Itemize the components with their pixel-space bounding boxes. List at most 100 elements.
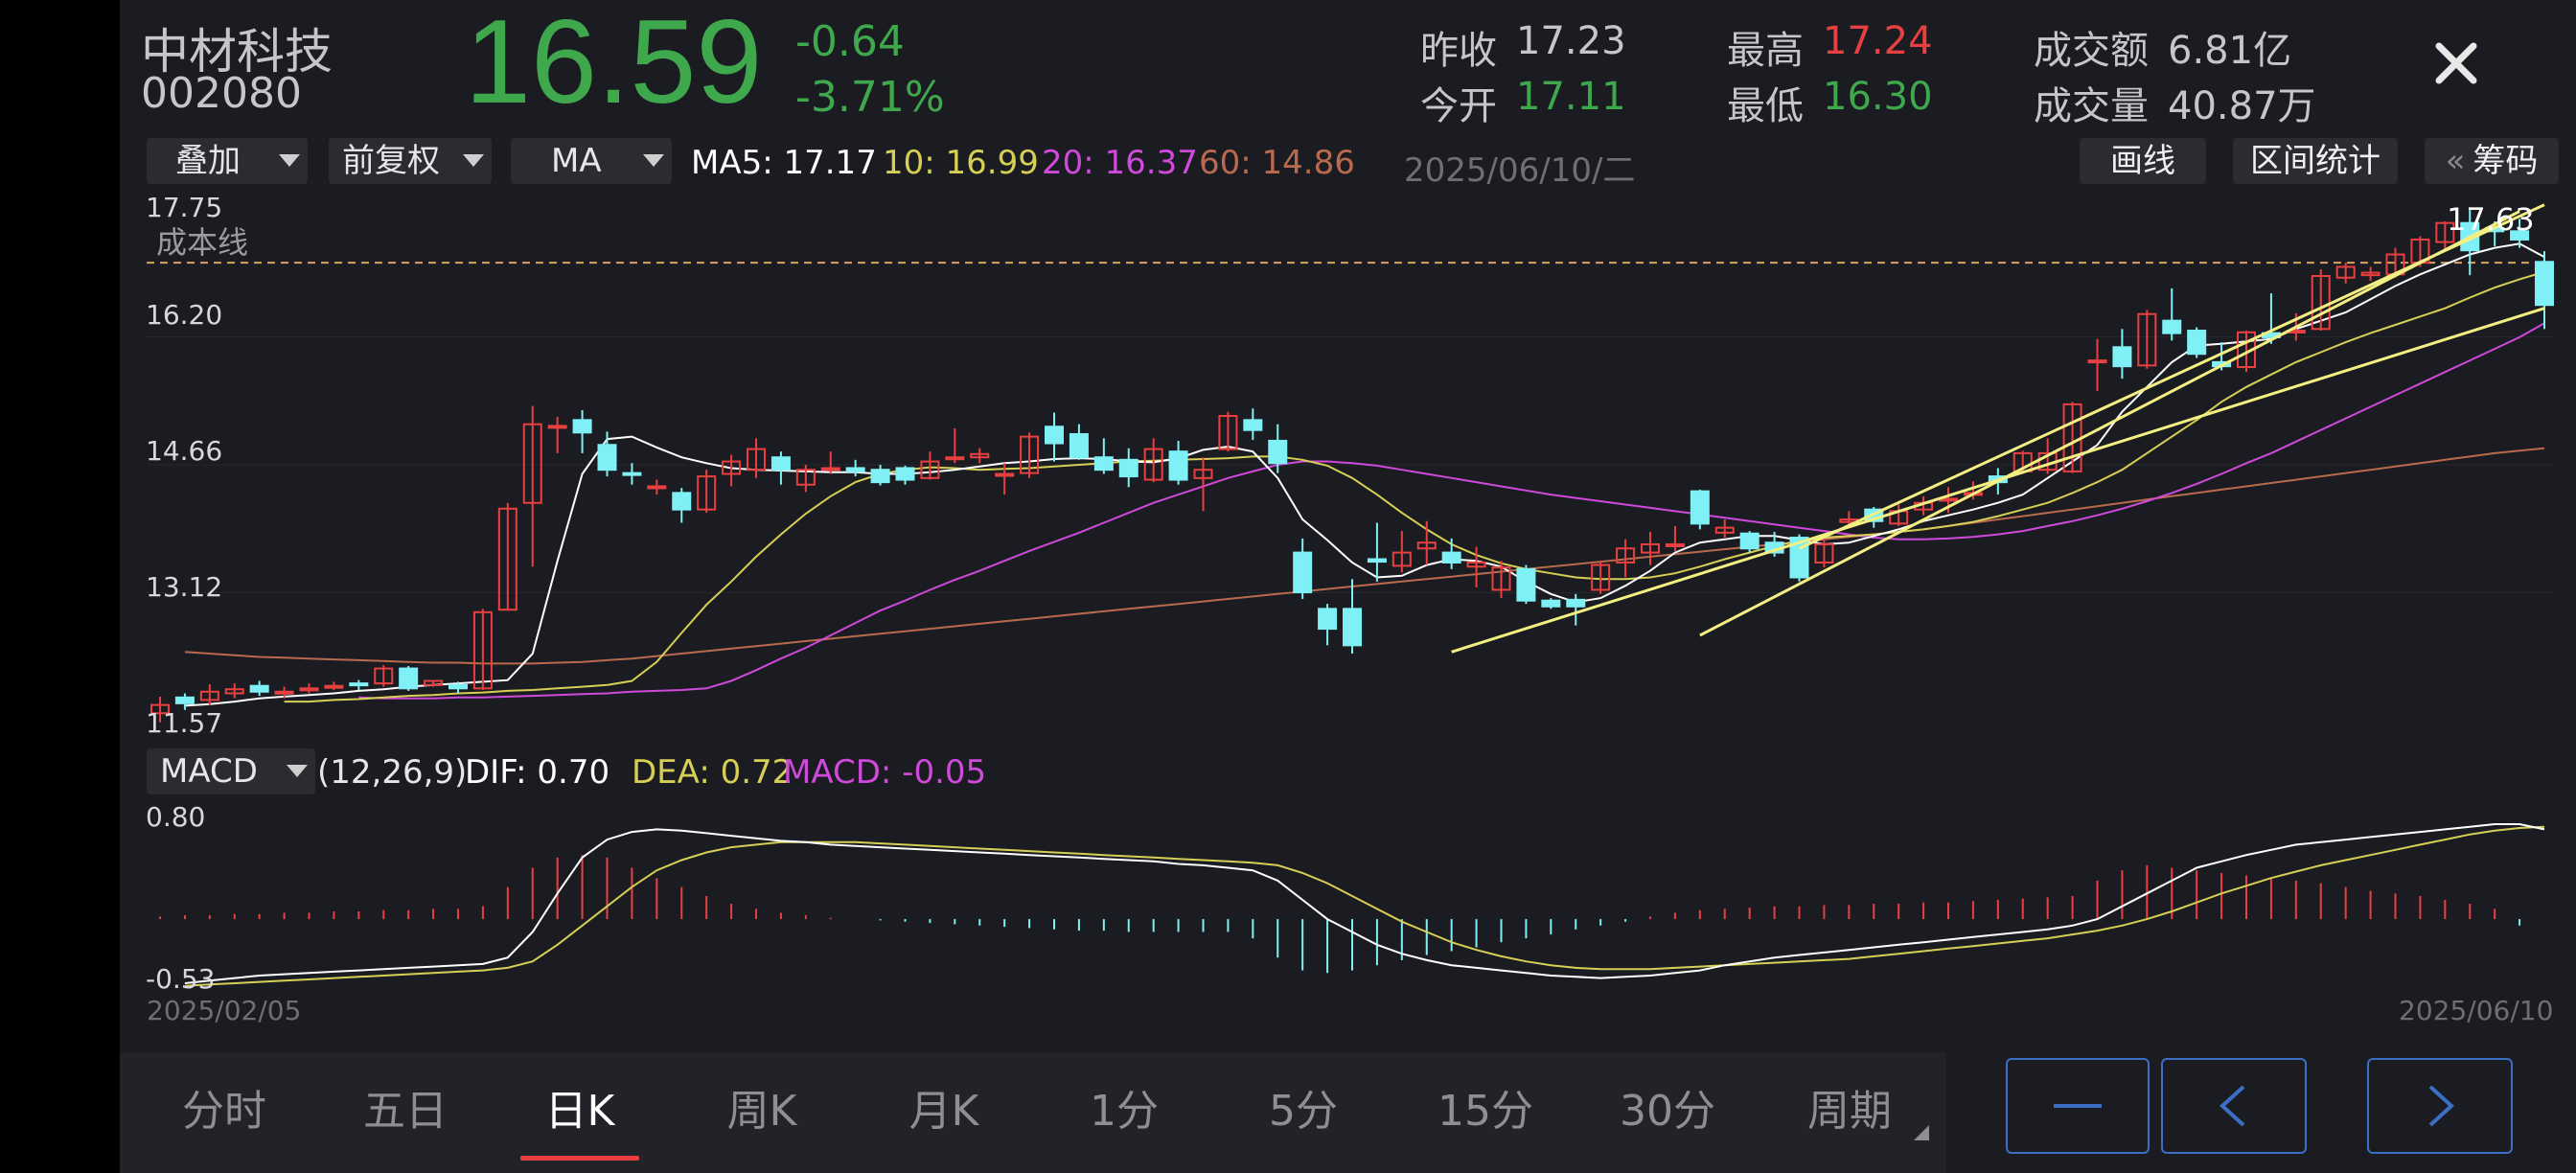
y-label-4: 11.57 — [146, 707, 223, 739]
close-button[interactable] — [2427, 34, 2485, 92]
candle — [1268, 439, 1288, 465]
active-tab-indicator — [520, 1156, 639, 1161]
chevron-left-icon — [2220, 1085, 2245, 1127]
candle — [820, 467, 840, 472]
high-label: 最高 — [1727, 29, 1804, 73]
candle — [697, 475, 717, 511]
tab-fenshi[interactable]: 分时 — [182, 1087, 266, 1136]
tab-monthly-k[interactable]: 月K — [908, 1087, 979, 1136]
candle — [2510, 230, 2530, 241]
zoom-out-button[interactable] — [2006, 1058, 2150, 1154]
tab-weekly-k[interactable]: 周K — [726, 1087, 797, 1136]
macd-value: MACD: -0.05 — [783, 753, 987, 792]
candle — [1293, 551, 1313, 594]
macd-dif: DIF: 0.70 — [465, 753, 610, 792]
y-label-2: 14.66 — [146, 435, 223, 467]
tab-period[interactable]: 周期 — [1807, 1087, 1892, 1136]
ma5-line — [184, 242, 2545, 707]
candle — [150, 703, 170, 715]
next-button[interactable] — [2367, 1058, 2513, 1154]
candle — [945, 456, 965, 461]
amount-label: 成交额 — [2034, 29, 2149, 73]
candle — [1367, 558, 1387, 564]
start-date: 2025/02/05 — [147, 995, 302, 1026]
candle — [722, 460, 742, 475]
candle — [895, 467, 915, 481]
ma10-value: 10: 16.99 — [883, 144, 1039, 182]
candle — [274, 690, 294, 695]
kline-chart[interactable] — [120, 192, 2576, 743]
candle — [1616, 547, 1636, 564]
minus-icon — [2054, 1104, 2102, 1108]
candle — [870, 469, 890, 484]
candle — [597, 444, 617, 472]
candle — [920, 460, 940, 479]
adjust-dropdown[interactable]: 前复权 — [329, 138, 492, 184]
tab-1min[interactable]: 1分 — [1090, 1087, 1159, 1136]
candle — [845, 467, 865, 472]
indicator-dropdown[interactable]: MA — [511, 138, 672, 184]
macd-dropdown[interactable]: MACD — [147, 748, 315, 794]
candle — [472, 610, 493, 690]
candle — [2162, 319, 2182, 334]
low-value: 16.30 — [1823, 75, 1933, 119]
candle — [1045, 426, 1064, 445]
overlay-dropdown[interactable]: 叠加 — [147, 138, 308, 184]
y-label-1: 16.20 — [146, 299, 223, 331]
ma60-value: 60: 14.86 — [1199, 144, 1355, 182]
price-change: -0.64 — [795, 17, 905, 66]
macd-params: (12,26,9) — [317, 753, 468, 792]
macd-chart[interactable] — [120, 795, 2576, 997]
stock-code: 002080 — [141, 69, 302, 118]
candle — [299, 687, 319, 692]
candle — [1491, 566, 1511, 591]
candle — [1690, 490, 1710, 525]
tab-daily-k[interactable]: 日K — [544, 1087, 615, 1136]
candle — [1566, 598, 1586, 608]
peak-label: 17.63 — [2447, 201, 2535, 238]
range-stats-button[interactable]: 区间统计 — [2233, 138, 2398, 184]
selected-date: 2025/06/10/二 — [1404, 151, 1636, 190]
adjust-label: 前复权 — [342, 142, 440, 180]
candle — [424, 679, 444, 686]
chevron-right-icon — [2428, 1085, 2454, 1127]
chips-label: 筹码 — [2472, 142, 2539, 180]
stock-name: 中材科技 — [141, 24, 333, 80]
candle — [2187, 330, 2207, 356]
prev-button[interactable] — [2161, 1058, 2307, 1154]
candle — [1168, 450, 1188, 481]
candle — [1343, 608, 1362, 647]
candle — [1591, 564, 1611, 591]
overlay-label: 叠加 — [175, 142, 241, 180]
candle — [1814, 542, 1834, 564]
tab-15min[interactable]: 15分 — [1438, 1087, 1533, 1136]
macd-y-top: 0.80 — [146, 801, 206, 833]
candle — [672, 492, 692, 511]
tab-30min[interactable]: 30分 — [1620, 1087, 1715, 1136]
candle — [1093, 456, 1114, 472]
candle — [2335, 265, 2356, 279]
dea-line — [184, 825, 2545, 987]
chips-button[interactable]: «筹码 — [2425, 138, 2559, 184]
candle — [795, 469, 816, 486]
candle — [1641, 542, 1660, 554]
candle — [1069, 433, 1089, 459]
chevron-down-icon — [287, 765, 308, 777]
candle — [970, 452, 990, 459]
app-window: 中材科技 002080 16.59 -0.64 -3.71% 昨收 17.23 … — [120, 0, 2576, 1173]
chevron-down-icon — [279, 154, 300, 167]
candle — [547, 425, 567, 429]
candle — [174, 696, 195, 704]
tab-five-day[interactable]: 五日 — [363, 1087, 448, 1136]
candle — [1243, 419, 1263, 431]
candle — [1143, 448, 1163, 481]
candle — [1218, 415, 1238, 450]
low-label: 最低 — [1727, 84, 1804, 128]
candle — [1416, 541, 1437, 550]
macd-indicator-label: MACD — [160, 752, 258, 791]
candle — [199, 690, 219, 702]
cost-line-label: 成本线 — [156, 224, 249, 261]
draw-line-button[interactable]: 画线 — [2080, 138, 2206, 184]
candle — [522, 423, 542, 504]
tab-5min[interactable]: 5分 — [1269, 1087, 1338, 1136]
